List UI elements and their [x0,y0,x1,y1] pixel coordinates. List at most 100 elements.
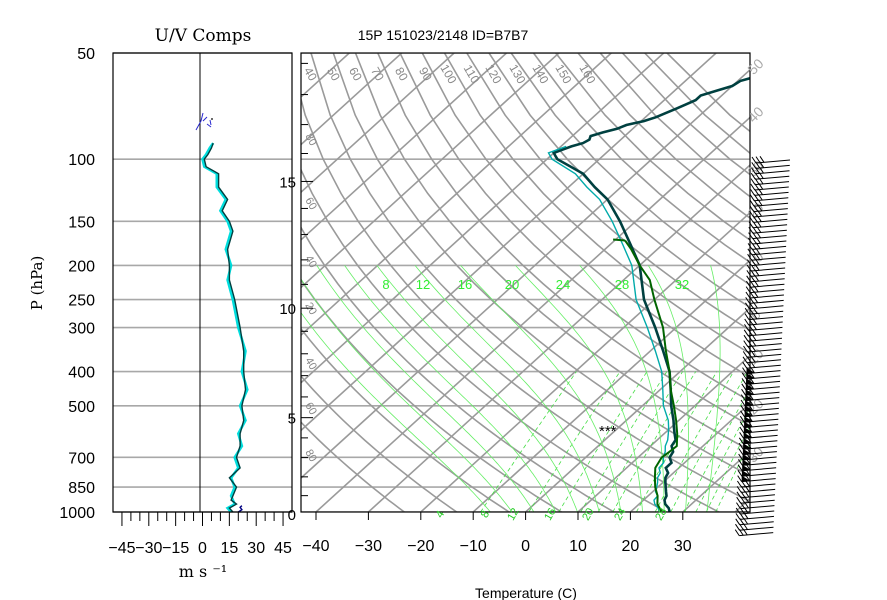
wind-barb [734,528,774,537]
wind-barb-feather [751,339,757,347]
mixing-ratio-line-2 [480,371,577,512]
wind-barb-feather [756,231,762,239]
dry-adiabat-400 [488,53,750,309]
wind-barb [736,485,776,493]
wind-barb-feather [749,377,755,384]
mixing-ratio-label-8: 8 [382,277,389,292]
dry-adiabat-370 [421,53,750,379]
wind-barb-feather [750,361,756,368]
bottom-label-6: 28 [653,506,670,523]
wind-barb-feather [741,480,746,487]
moist-adiabat-20 [460,265,622,512]
wind-barb-pennant [745,394,754,401]
wind-barb [737,463,777,472]
dry-adiabat-310 [301,96,721,512]
wind-barb-staff [739,532,774,537]
wind-barb [746,274,785,283]
wind-barb-feather [739,432,745,439]
wind-barb-staff [743,429,778,434]
temperature-tick-label-6: 20 [622,538,640,555]
wind-barb-staff [754,181,790,186]
wind-barb [744,318,783,326]
wind-barb-feather [750,275,756,282]
pressure-tick-label-200: 200 [68,258,95,275]
top-temperature-label-7: 110 [461,62,483,86]
wind-barb-feather [753,210,758,217]
wind-barb-feather [759,161,765,168]
wind-barb-feather [753,296,759,303]
wind-barb-feather [753,285,759,293]
wind-barb [742,366,781,375]
top-temperature-label-0: 40 [301,65,320,84]
wind-barb [748,220,788,229]
mixing-ratio-line-6 [558,371,648,512]
wind-barb [744,323,783,331]
temperature-tick-label-0: −40 [302,538,329,555]
wind-barb [747,253,786,261]
sounding-profiles [547,76,750,512]
wind-barb-feather [745,291,751,299]
wind-barb-feather [751,162,757,169]
isotherm--110 [301,53,455,194]
wind-barb [737,474,776,483]
wind-barb-feather [749,291,755,298]
wind-barb-staff [745,380,781,385]
wind-barb-feather [746,447,752,455]
bottom-label-1: 8 [479,509,492,520]
wind-barb-feather [753,199,759,207]
wind-barb-feather [756,220,762,228]
wind-barb-feather [751,237,757,244]
wind-barb-feather [739,415,745,423]
moist-adiabat--4 [301,311,491,512]
wind-barb-feather [736,496,742,504]
mixing-ratio-label-28: 28 [615,277,629,292]
wind-barb [739,420,779,429]
wind-barb-feather [749,194,755,202]
wind-barb-feather [743,512,749,519]
wind-barb-feather [742,528,748,536]
dry-adiabat-260 [301,374,459,512]
wind-barb-feather [738,442,744,450]
wind-barb [739,431,778,439]
wind-barb-feather [755,161,761,169]
dry-adiabat-290 [301,226,616,512]
mixing-ratio-line-28 [683,387,750,512]
wind-barb-feather [745,463,751,471]
wind-barb-feather [745,469,751,476]
wind-barb-staff [746,364,781,369]
wind-barb [740,409,779,418]
wind-barb-feather [753,204,759,212]
wind-barb-pennant [742,454,751,460]
wind-barb-staff [740,499,775,504]
wind-barb-feather [744,313,750,320]
isotherms [301,53,750,512]
wind-barb [751,161,790,169]
wind-barb [740,399,780,407]
wind-barb [748,231,787,240]
pressure-tick-label-150: 150 [68,214,95,231]
wind-barb [741,388,780,396]
wind-barb-staff [739,521,774,526]
wind-barb-staff [739,515,775,520]
wind-barb-staff [750,283,785,288]
wind-barb [746,264,786,272]
pressure-tick-labels: 50 100 150 200 250 300 400 500 700 850 1000 [59,46,95,522]
wind-barb-feather [744,501,749,509]
wind-barb-feather [742,356,748,364]
wind-barb-feather [743,523,748,530]
wind-barb-feather [747,426,753,433]
wind-barb-feather [748,221,754,229]
wind-barb-feather [755,247,761,255]
right-isotherm-label-1: 40 [744,103,766,125]
height-tick-label-0: 0 [288,507,296,524]
wind-barb-feather [734,529,740,536]
wind-barb-feather [743,334,749,342]
wind-barb-feather [740,394,746,401]
wind-barb-feather [750,355,756,363]
wind-barb-feather [741,383,747,391]
wind-barb [749,210,788,218]
bottom-label-0: 4 [434,509,447,520]
wind-barb-feather [748,404,754,411]
profile-parcel [624,239,679,512]
wind-barb [737,469,776,477]
